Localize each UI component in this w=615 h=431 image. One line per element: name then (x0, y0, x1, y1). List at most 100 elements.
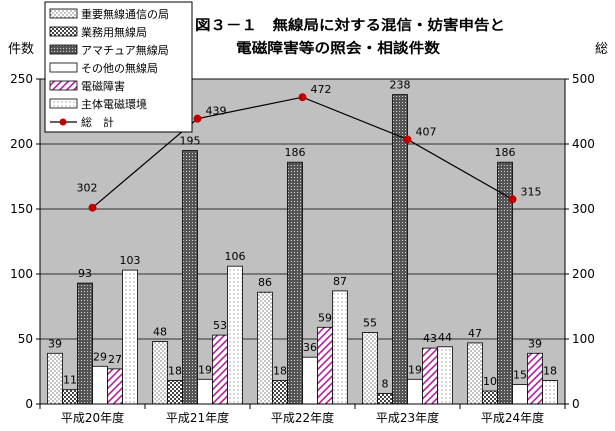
x-tick-labels: 平成20年度 平成21年度 平成22年度 平成23年度 平成24年度 (61, 410, 544, 425)
bar (77, 282, 93, 405)
total-line: 302 439 472 407 315 (77, 83, 542, 212)
bar-value-label: 87 (333, 275, 347, 288)
bar (437, 346, 453, 405)
total-point (298, 93, 307, 102)
bar-value-label: 8 (382, 378, 389, 391)
legend-label: 電磁障害 (81, 79, 125, 93)
total-point (508, 195, 517, 204)
bar-value-label: 39 (528, 337, 542, 350)
bar-value-label: 186 (495, 146, 516, 159)
x-tick-label: 平成22年度 (271, 410, 334, 425)
legend-swatch (49, 80, 78, 91)
bar (107, 368, 123, 405)
legend-swatch (49, 62, 78, 73)
legend-label: 主体電磁環境 (81, 97, 147, 111)
bar-value-label: 238 (390, 79, 411, 92)
total-value-label: 407 (416, 125, 437, 138)
bar (47, 352, 63, 405)
y-right-tick-label: 0 (572, 397, 580, 411)
chart-title-line-2: 電磁障害等の照会・相談件数 (236, 40, 441, 57)
bar-value-label: 18 (168, 365, 182, 378)
bar (482, 390, 498, 405)
bar-value-label: 15 (513, 369, 527, 382)
y-right-tick-label: 100 (572, 332, 595, 346)
bar-value-label: 186 (285, 146, 306, 159)
bar-value-label: 18 (273, 365, 287, 378)
y-right-tick-label: 500 (572, 72, 595, 86)
bar-labels: 39 11 93 29 27 103 48 18 195 19 53 106 86 18 186 36 59 87… (48, 79, 557, 391)
y-right-axis-label: 総 (595, 42, 608, 57)
bar (407, 378, 423, 405)
bar (197, 378, 213, 405)
bar-value-label: 19 (408, 363, 422, 376)
y-left-axis-label: 件数 (8, 42, 34, 57)
bar (467, 342, 483, 405)
bar (212, 334, 228, 405)
bar (302, 356, 318, 405)
y-right-tick-label: 300 (572, 202, 595, 216)
y-right-tick-label: 200 (572, 267, 595, 281)
bar-value-label: 59 (318, 311, 332, 324)
bar-value-label: 48 (153, 326, 167, 339)
bar-value-label: 55 (363, 317, 377, 330)
bar (227, 265, 243, 405)
bar (542, 380, 558, 405)
x-tick-label: 平成24年度 (481, 410, 544, 425)
total-value-label: 439 (206, 105, 227, 118)
y-left-tick-label: 250 (10, 72, 33, 86)
legend-swatch (49, 26, 78, 37)
total-value-label: 472 (311, 83, 332, 96)
legend-swatch (49, 44, 78, 55)
bar-value-label: 39 (48, 337, 62, 350)
legend-label: その他の無線局 (81, 61, 158, 75)
legend-label: アマチュア無線局 (81, 43, 169, 57)
legend-label: 業務用無線局 (81, 25, 147, 39)
y-right-tick-labels: 0 100 200 300 400 500 (572, 72, 595, 411)
bar-value-label: 11 (63, 374, 77, 387)
bar (182, 150, 198, 405)
bar-value-label: 29 (93, 350, 107, 363)
bar-value-label: 53 (213, 319, 227, 332)
y-left-tick-label: 50 (18, 332, 33, 346)
x-tick-label: 平成20年度 (61, 410, 124, 425)
y-left-tick-label: 150 (10, 202, 33, 216)
bar (92, 365, 108, 405)
bar-value-label: 93 (78, 267, 92, 280)
y-left-tick-label: 100 (10, 267, 33, 281)
bar (527, 352, 543, 405)
total-point (403, 135, 412, 144)
y-right-tick-label: 400 (572, 137, 595, 151)
total-point (193, 114, 202, 123)
bar (257, 291, 273, 405)
bar-value-label: 43 (423, 332, 437, 345)
bar (122, 269, 138, 405)
bar-value-label: 36 (303, 341, 317, 354)
x-tick-label: 平成23年度 (376, 410, 439, 425)
bar (377, 393, 393, 405)
total-value-label: 315 (521, 185, 542, 198)
bar-value-label: 47 (468, 327, 482, 340)
legend-swatch (49, 98, 78, 109)
bar (317, 326, 333, 405)
bar-value-label: 19 (198, 363, 212, 376)
legend-label: 重要無線通信の局 (81, 7, 169, 21)
bar-value-label: 195 (180, 135, 201, 148)
bar-value-label: 10 (483, 375, 497, 388)
legend-label: 総 計 (81, 115, 114, 129)
legend-line-marker (59, 118, 67, 126)
bar (62, 389, 78, 405)
y-left-tick-labels: 0 50 100 150 200 250 (10, 72, 33, 411)
bar-value-label: 86 (258, 276, 272, 289)
total-value-label: 302 (77, 182, 98, 195)
total-point (88, 203, 97, 212)
chart-title-line-1: 図３－１ 無線局に対する混信・妨害申告と (195, 17, 505, 34)
bar (272, 380, 288, 405)
y-left-tick-label: 200 (10, 137, 33, 151)
bar-value-label: 103 (120, 254, 141, 267)
bar (512, 384, 528, 405)
bar (167, 380, 183, 405)
bar (152, 341, 168, 405)
x-tick-label: 平成21年度 (166, 410, 229, 425)
bar (422, 347, 438, 405)
